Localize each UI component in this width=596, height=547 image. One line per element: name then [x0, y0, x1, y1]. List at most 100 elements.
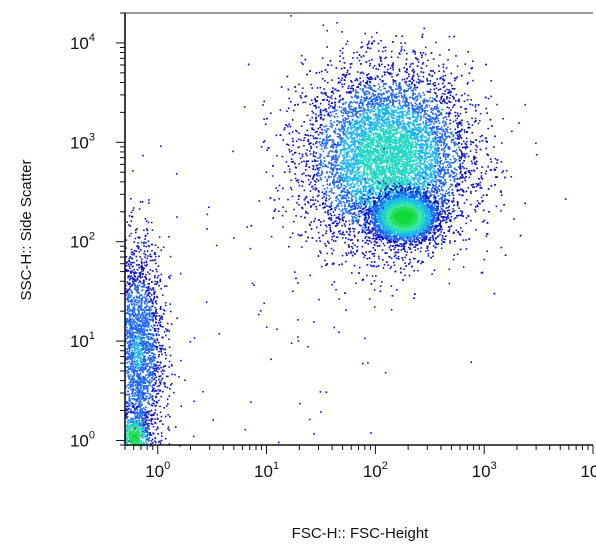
event-point: [371, 110, 373, 113]
event-point: [474, 121, 476, 123]
event-point: [354, 79, 356, 82]
event-point: [471, 169, 473, 172]
event-point: [351, 137, 353, 139]
event-point: [355, 126, 358, 129]
event-point: [407, 108, 409, 111]
event-point: [451, 84, 453, 87]
event-point: [463, 129, 466, 131]
event-point: [391, 121, 394, 123]
event-point: [428, 213, 430, 216]
event-point: [392, 105, 395, 107]
event-point: [420, 115, 422, 117]
event-point: [350, 115, 353, 118]
event-point: [429, 96, 432, 99]
event-point: [315, 208, 318, 211]
event-point: [429, 191, 431, 193]
event-point: [368, 59, 371, 62]
event-point: [349, 179, 352, 181]
event-point: [336, 22, 338, 24]
event-point: [322, 202, 325, 204]
event-point: [338, 221, 341, 223]
event-point: [382, 242, 385, 245]
event-point: [366, 169, 369, 172]
event-point: [451, 171, 454, 174]
event-point: [343, 128, 346, 130]
event-point: [353, 51, 355, 54]
event-point: [328, 151, 331, 153]
event-point: [474, 210, 477, 213]
event-point: [282, 139, 284, 141]
event-point: [374, 149, 377, 151]
event-point: [456, 137, 459, 140]
event-point: [316, 164, 319, 167]
event-point: [427, 100, 429, 103]
event-point: [353, 100, 356, 103]
event-point: [413, 167, 415, 170]
event-point: [417, 171, 419, 174]
event-point: [390, 266, 393, 268]
event-point: [465, 222, 467, 225]
event-point: [381, 110, 383, 112]
event-point: [361, 103, 364, 106]
event-point: [415, 134, 418, 137]
event-point: [370, 261, 373, 263]
event-point: [394, 177, 397, 179]
event-point: [320, 174, 322, 176]
event-point: [382, 85, 385, 88]
event-point: [393, 114, 396, 116]
event-point: [351, 202, 354, 205]
event-point: [394, 175, 397, 177]
event-point: [391, 156, 394, 158]
event-point: [359, 166, 361, 168]
event-point: [428, 120, 431, 123]
event-point: [410, 182, 412, 184]
event-point: [270, 235, 273, 238]
event-point: [456, 112, 459, 114]
event-point: [364, 90, 367, 93]
event-point: [414, 172, 417, 175]
event-point: [375, 136, 377, 139]
event-point: [362, 145, 364, 148]
event-point: [442, 144, 445, 146]
event-point: [377, 88, 380, 90]
event-point: [372, 134, 374, 136]
event-point: [389, 267, 392, 270]
event-point: [343, 201, 346, 204]
event-point: [452, 135, 455, 138]
event-point: [436, 96, 438, 98]
event-point: [342, 112, 345, 114]
event-point: [342, 140, 344, 143]
event-point: [392, 112, 394, 114]
event-point: [372, 153, 375, 156]
event-point: [400, 124, 402, 126]
event-point: [456, 203, 459, 206]
event-point: [373, 147, 376, 150]
event-point: [447, 126, 449, 128]
event-point: [319, 240, 321, 242]
event-point: [455, 55, 457, 57]
event-point: [398, 161, 401, 163]
event-point: [383, 225, 385, 227]
event-point: [365, 135, 367, 138]
event-point: [336, 236, 339, 239]
event-point: [389, 101, 392, 103]
event-point: [278, 198, 280, 200]
event-point: [475, 183, 478, 185]
event-point: [301, 155, 304, 158]
event-point: [298, 194, 301, 197]
event-point: [345, 131, 347, 133]
event-point: [337, 198, 340, 201]
event-point: [451, 192, 454, 194]
event-point: [414, 152, 416, 154]
event-point: [421, 175, 424, 177]
event-point: [304, 95, 306, 98]
event-point: [367, 161, 370, 163]
event-point: [408, 75, 410, 78]
event-point: [408, 102, 410, 104]
event-point: [342, 114, 344, 117]
event-point: [422, 61, 425, 64]
event-point: [414, 110, 416, 112]
event-point: [470, 203, 472, 206]
event-point: [358, 171, 361, 174]
event-point: [402, 129, 405, 131]
